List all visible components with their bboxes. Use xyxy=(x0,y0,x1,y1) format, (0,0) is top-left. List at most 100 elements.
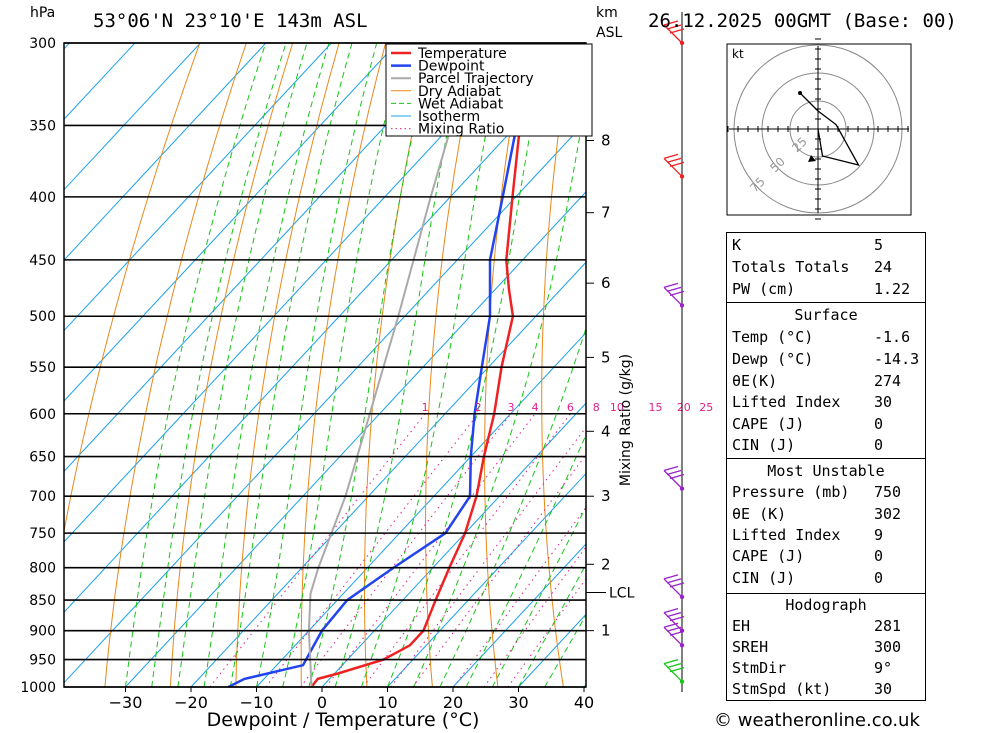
isotherm-line xyxy=(64,43,529,543)
surface-row-temp: Temp (°C) -1.6 xyxy=(732,328,911,346)
dry-adiabat-line xyxy=(943,43,1000,687)
mixing-ratio-label: 10 xyxy=(610,401,624,414)
legend-label: Mixing Ratio xyxy=(418,122,504,138)
hodograph-end-dot xyxy=(798,91,802,95)
pressure-tick-label: 350 xyxy=(29,118,56,134)
height-unit-asl-label: ASL xyxy=(596,25,623,41)
isotherm-line xyxy=(64,43,267,261)
isotherm-line xyxy=(452,543,586,687)
wind-barb xyxy=(663,153,685,177)
dry-adiabat-line xyxy=(989,43,1000,687)
wet-adiabat-line xyxy=(518,563,586,687)
dry-adiabat-line xyxy=(169,43,294,687)
dry-adiabat-line xyxy=(425,43,479,687)
pressure-tick-label: 850 xyxy=(29,593,56,609)
pressure-tick-label: 950 xyxy=(29,653,56,669)
mixing-ratio-label: 3 xyxy=(507,401,514,414)
mixing-ratio-label: 6 xyxy=(567,401,574,414)
temperature-line xyxy=(310,43,533,687)
mixing-ratio-label: 15 xyxy=(649,401,663,414)
mu-row-pressure: Pressure (mb) 750 xyxy=(732,483,902,501)
legend-label: Dewpoint xyxy=(418,59,485,75)
height-tick-label: 4 xyxy=(601,422,611,440)
height-tick-label: 6 xyxy=(601,274,611,292)
hodo-row-sreh: SREH 300 xyxy=(732,638,902,656)
isotherm-line xyxy=(256,331,586,687)
height-tick-label: 2 xyxy=(601,555,611,573)
temperature-tick-label: −10 xyxy=(240,693,274,712)
isotherm-line xyxy=(64,43,201,191)
isotherm-line xyxy=(125,191,586,687)
parcel-trajectory-line xyxy=(307,43,477,687)
wind-barb xyxy=(663,622,685,646)
legend-label: Temperature xyxy=(417,46,507,62)
wind-barb xyxy=(663,574,685,598)
isotherm-line xyxy=(64,43,463,473)
legend-box xyxy=(385,43,593,137)
location-title: 53°06'N 23°10'E 143m ASL xyxy=(93,10,368,32)
surface-title: Surface xyxy=(794,306,858,324)
hodo-row-stmspd: StmSpd (kt) 30 xyxy=(732,680,893,698)
isotherm-line xyxy=(64,43,398,402)
mixing-ratio-line xyxy=(300,413,512,687)
pressure-tick-label: 500 xyxy=(29,309,56,325)
temperature-tick-label: −20 xyxy=(174,693,208,712)
hodo-row-eh: EH 281 xyxy=(732,617,902,635)
mixing-ratio-label: 8 xyxy=(593,401,600,414)
wet-adiabat-line xyxy=(282,43,404,687)
mixing-ratio-label: 25 xyxy=(699,401,713,414)
wet-adiabat-line xyxy=(125,43,267,687)
wet-adiabat-line xyxy=(256,43,378,687)
mixing-ratio-label: 2 xyxy=(475,401,482,414)
temperature-tick-label: 20 xyxy=(443,693,463,712)
height-tick-label: 8 xyxy=(601,132,611,150)
wind-barb xyxy=(663,658,685,683)
legend-label: Parcel Trajectory xyxy=(418,71,534,87)
wind-barb xyxy=(663,20,685,44)
hodograph-trace xyxy=(799,92,860,166)
mu-row-thetae: θE (K) 302 xyxy=(732,505,902,523)
height-unit-label: km xyxy=(596,5,618,21)
surface-row-dewp: Dewp (°C) -14.3 xyxy=(732,350,920,368)
mu-row-cin: CIN (J) 0 xyxy=(732,569,884,587)
wet-adiabat-line xyxy=(308,43,434,687)
isotherm-line xyxy=(64,43,332,332)
pressure-tick-label: 650 xyxy=(29,450,56,466)
isotherm-line xyxy=(190,261,586,687)
legend-label: Wet Adiabat xyxy=(418,96,504,112)
temperature-tick-label: 40 xyxy=(574,693,594,712)
height-tick-label: 1 xyxy=(601,622,611,640)
mu-row-cape: CAPE (J) 0 xyxy=(732,547,884,565)
pressure-tick-label: 300 xyxy=(29,36,56,52)
mixing-ratio-axis-label: Mixing Ratio (g/kg) xyxy=(618,354,634,486)
temperature-tick-label: 0 xyxy=(317,693,327,712)
wet-adiabat-line xyxy=(334,43,467,687)
pressure-tick-label: 450 xyxy=(29,253,56,269)
wind-barb xyxy=(663,607,685,632)
wind-barb xyxy=(663,465,685,489)
dry-adiabat-line xyxy=(651,43,695,687)
hodograph-title: Hodograph xyxy=(785,596,867,614)
pressure-unit-label: hPa xyxy=(30,5,56,21)
wet-adiabat-line xyxy=(229,43,353,687)
hodo-row-stmdir: StmDir 9° xyxy=(732,659,893,677)
surface-row-cin: CIN (J) 0 xyxy=(732,436,884,454)
wet-adiabat-line xyxy=(177,43,308,687)
hodograph-unit-label: kt xyxy=(732,47,744,61)
mixing-ratio-label: 4 xyxy=(532,401,539,414)
isotherm-line xyxy=(321,402,586,687)
height-tick-label: 5 xyxy=(601,348,611,366)
pressure-tick-label: 700 xyxy=(29,489,56,505)
pressure-tick-label: 900 xyxy=(29,624,56,640)
mixing-ratio-label: 1 xyxy=(422,401,429,414)
mixing-ratio-line xyxy=(265,413,479,687)
datetime-title: 26.12.2025 00GMT (Base: 00) xyxy=(648,10,957,32)
mixing-ratio-line xyxy=(209,413,426,687)
isotherm-line xyxy=(387,472,586,687)
index-row-totals: Totals Totals 24 xyxy=(732,258,893,276)
most-unstable-title: Most Unstable xyxy=(767,462,885,480)
